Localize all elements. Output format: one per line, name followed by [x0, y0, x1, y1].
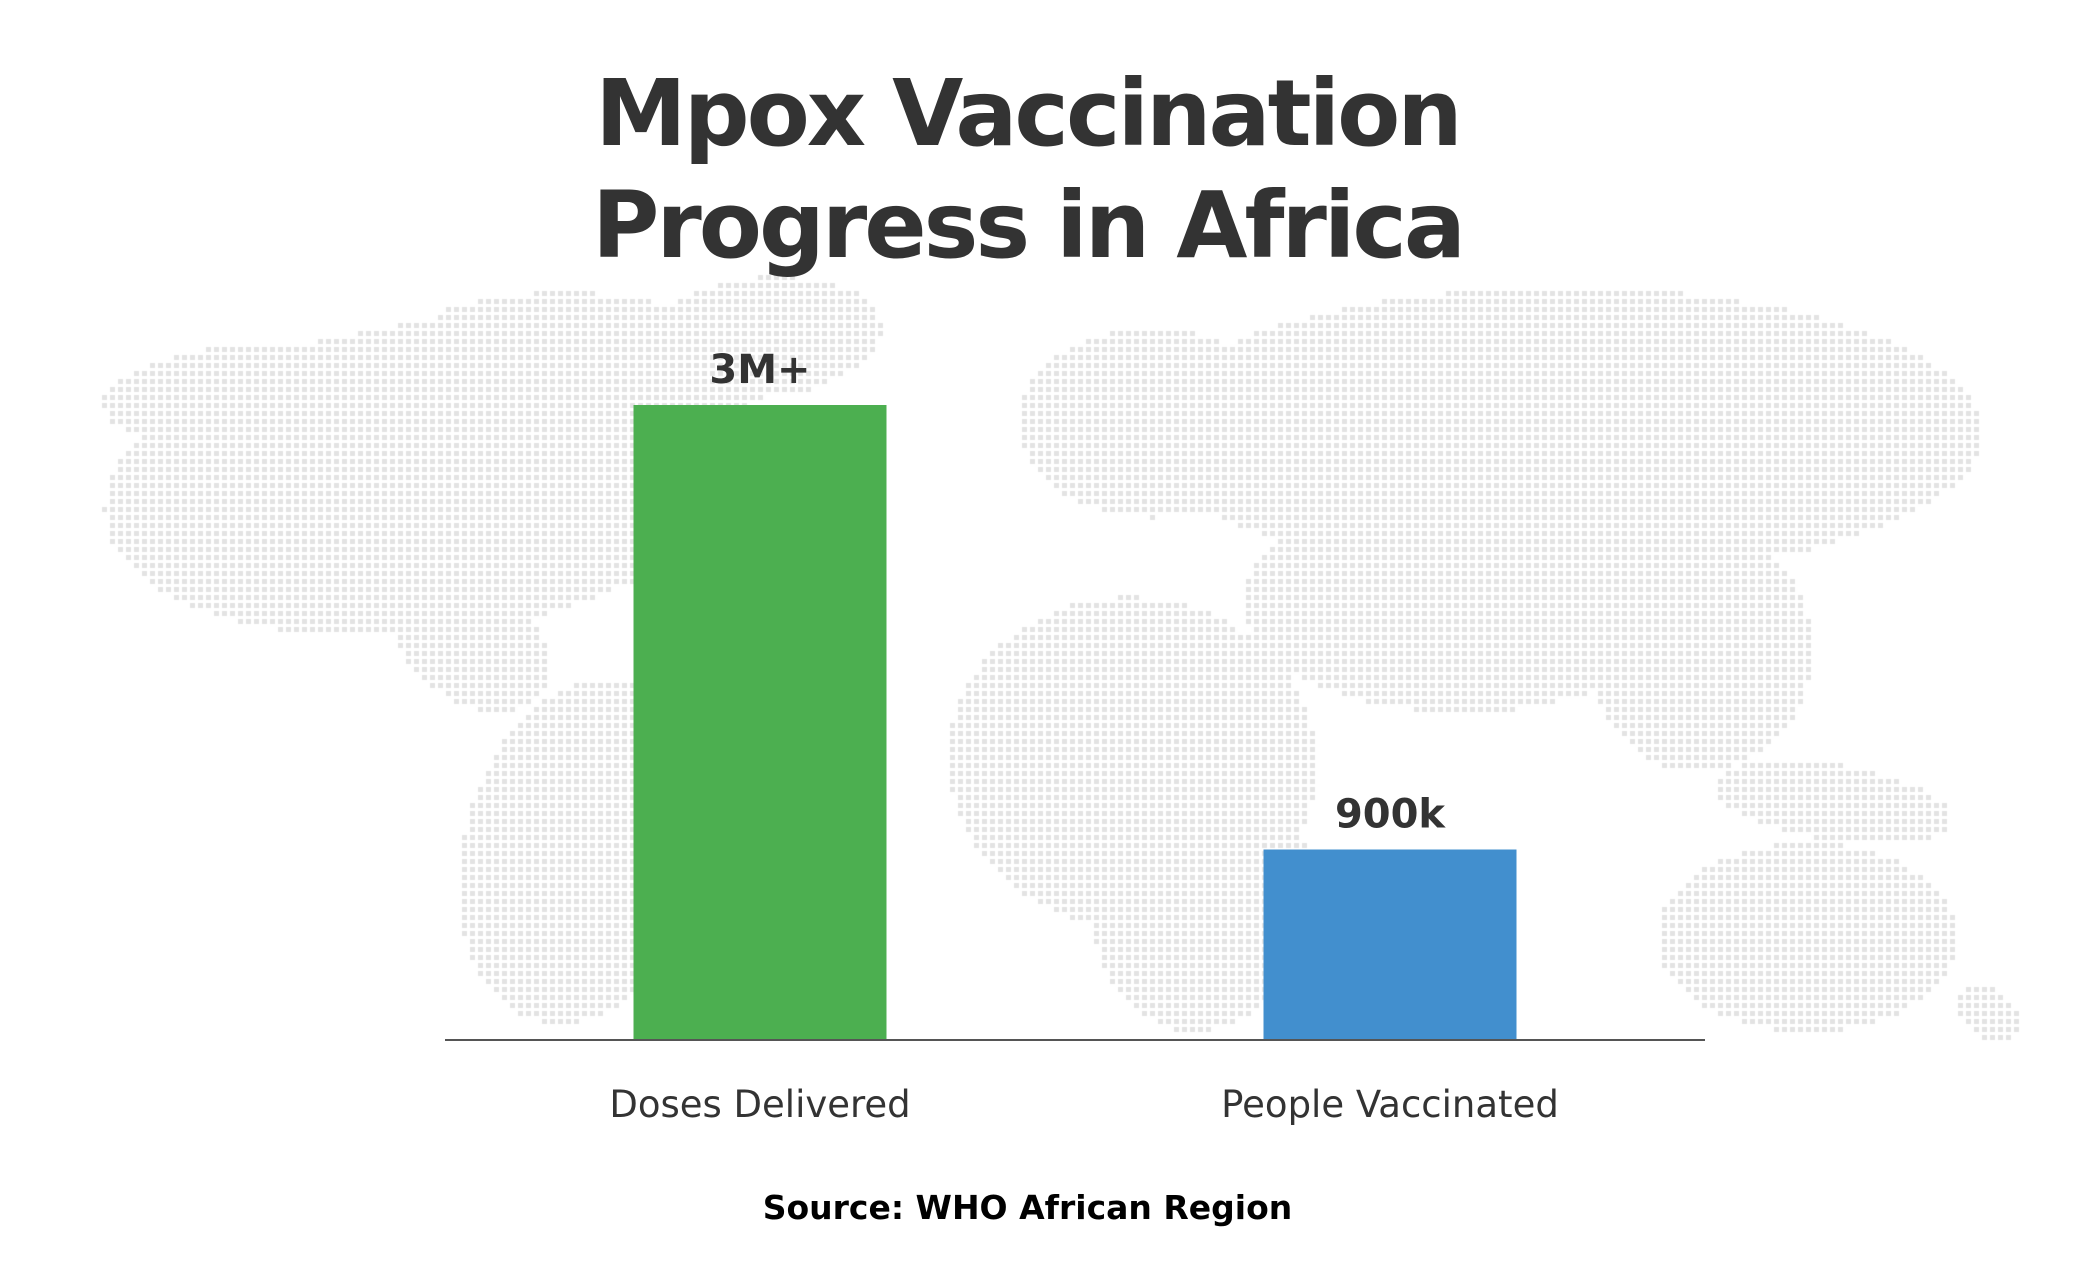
value-label-1: 3M+ — [709, 347, 810, 393]
chart-title: Mpox Vaccination Progress in Africa — [0, 58, 2055, 282]
source-note: Source: WHO African Region — [762, 1188, 1293, 1227]
value-label-2: 900k — [1335, 792, 1446, 838]
bar-1 — [633, 405, 887, 1040]
title-line-2: Progress in Africa — [592, 172, 1466, 279]
title-line-1: Mpox Vaccination — [595, 60, 1463, 167]
bar-2 — [1263, 849, 1517, 1040]
category-label-1: Doses Delivered — [609, 1083, 910, 1126]
category-label-2: People Vaccinated — [1221, 1083, 1559, 1126]
